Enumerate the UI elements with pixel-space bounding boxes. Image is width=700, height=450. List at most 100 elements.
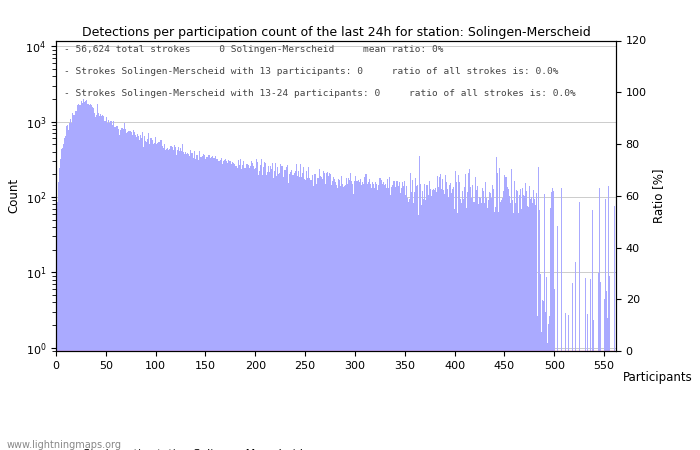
Bar [188,154,189,450]
Bar [231,164,232,450]
Bar [104,121,105,450]
Bar [347,184,349,450]
Bar [241,165,243,450]
Bar [373,184,374,450]
Bar [145,141,146,450]
Bar [273,178,274,450]
Bar [98,113,99,450]
Bar [178,147,179,450]
Bar [556,226,558,450]
Bar [508,189,509,450]
Bar [470,188,471,450]
Bar [502,198,503,450]
Bar [215,156,216,450]
Bar [67,126,69,450]
Bar [76,112,78,450]
Bar [154,143,155,450]
Bar [544,194,545,450]
Bar [461,203,462,450]
Y-axis label: Count: Count [7,178,20,213]
Bar [352,184,354,450]
Bar [346,178,347,450]
Bar [534,199,535,450]
Bar [284,170,285,450]
Bar [203,154,204,450]
Bar [88,104,90,450]
Bar [266,176,267,450]
Bar [105,121,106,450]
Bar [385,184,386,450]
Bar [363,184,365,450]
Bar [330,185,332,450]
Bar [207,158,208,450]
Bar [481,203,482,450]
Bar [86,100,88,450]
Bar [62,148,64,450]
Bar [230,161,231,450]
Bar [613,206,615,450]
Bar [522,188,523,450]
Bar [272,163,273,450]
Bar [95,117,97,450]
Bar [186,154,187,450]
Bar [191,153,192,450]
Bar [252,163,253,450]
Bar [380,178,382,450]
Bar [261,159,262,450]
Bar [515,203,516,450]
Bar [484,203,485,450]
Bar [349,180,351,450]
Bar [512,200,513,450]
Bar [314,174,316,450]
Bar [427,184,428,450]
Bar [382,184,384,450]
Bar [492,184,493,450]
Bar [592,210,593,450]
Bar [394,181,395,450]
Bar [530,199,531,450]
Bar [69,123,71,450]
Bar [410,173,411,450]
Bar [253,166,254,450]
Bar [172,147,173,450]
Bar [378,184,379,450]
Bar [294,173,295,450]
Bar [280,164,281,450]
Bar [396,181,398,450]
Bar [220,160,221,450]
Bar [436,193,437,450]
Bar [290,170,292,450]
Bar [202,156,203,450]
Bar [419,156,420,450]
Bar [181,151,182,450]
Bar [219,161,220,450]
Text: - Strokes Solingen-Merscheid with 13-24 participants: 0     ratio of all strokes: - Strokes Solingen-Merscheid with 13-24 … [64,89,576,98]
Bar [150,139,151,450]
Bar [428,195,429,450]
Bar [66,126,67,450]
Bar [81,101,83,450]
Bar [307,167,309,450]
Bar [335,184,337,450]
Bar [542,302,544,450]
Bar [288,174,290,450]
Bar [443,190,444,450]
Bar [491,198,492,450]
Bar [361,185,363,450]
Bar [114,126,116,450]
Bar [509,196,510,450]
Bar [344,185,346,450]
Bar [339,179,340,450]
Bar [372,182,373,450]
Bar [64,138,66,450]
Bar [197,155,198,450]
Bar [479,197,480,450]
Bar [247,164,248,450]
Bar [201,157,202,450]
Bar [78,104,79,450]
Bar [360,179,361,450]
Bar [374,188,375,450]
Bar [185,152,186,450]
Bar [356,181,358,450]
Bar [442,179,443,450]
